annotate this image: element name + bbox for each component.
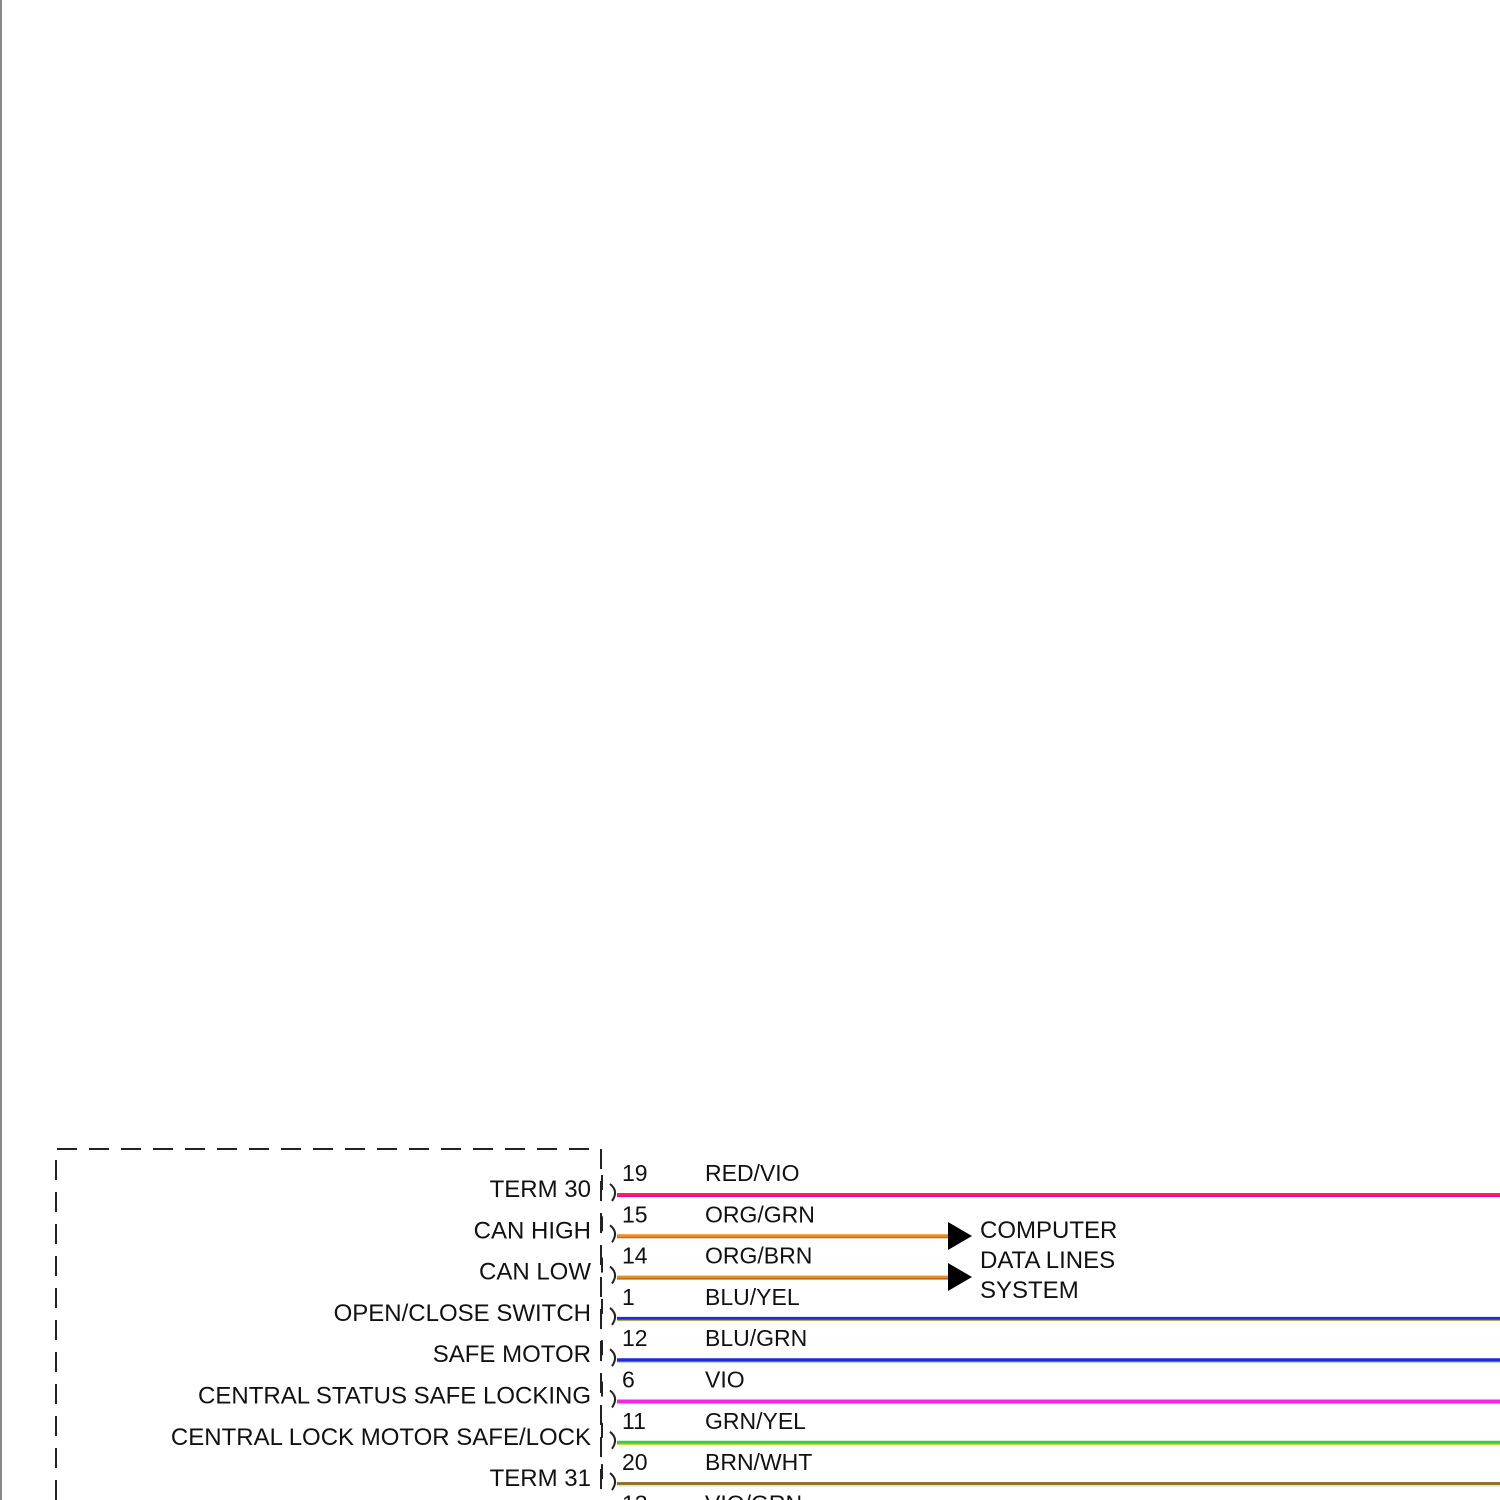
pin-label-central-lock-motor-safe-lock: CENTRAL LOCK MOTOR SAFE/LOCK <box>171 1424 591 1451</box>
connector-bracket-icon <box>609 1348 616 1367</box>
module-boundary <box>55 1148 602 1500</box>
pin-label-open-close-switch: OPEN/CLOSE SWITCH <box>334 1300 591 1327</box>
pin-group: TERM 30 19 RED/VIO CAN HIGH 15 ORG/GRN CAN LOW… <box>171 1160 1500 1500</box>
pin-number: 20 <box>622 1449 648 1475</box>
can-low-arrow-icon <box>948 1263 972 1291</box>
connector-bracket-icon <box>609 1431 616 1450</box>
connector-bracket-icon <box>609 1265 616 1285</box>
connector-bracket-icon <box>609 1389 616 1409</box>
pin-label-safe-motor: SAFE MOTOR <box>433 1341 591 1368</box>
pin-number: 11 <box>622 1408 646 1434</box>
connector-bracket-icon <box>609 1183 616 1202</box>
pin-number: 1 <box>622 1284 635 1310</box>
wire-color-label: VIO <box>705 1367 745 1393</box>
connector-bracket-icon <box>609 1224 616 1243</box>
wire-color-label: RED/VIO <box>705 1160 800 1186</box>
pin-number: 19 <box>622 1160 648 1186</box>
wire-color-label: BLU/YEL <box>705 1284 800 1310</box>
pin-number: 15 <box>622 1201 648 1227</box>
pin-label-can-high: CAN HIGH <box>474 1217 591 1244</box>
connector-bracket-icon <box>609 1307 616 1326</box>
computer-data-lines-label-2: DATA LINES <box>980 1247 1115 1274</box>
wire-color-label: BLU/GRN <box>705 1325 807 1351</box>
pin-label-central-status-safe-locking: CENTRAL STATUS SAFE LOCKING <box>198 1383 591 1410</box>
wire-color-label: ORG/GRN <box>705 1201 815 1227</box>
computer-data-lines-label-1: COMPUTER <box>980 1217 1117 1244</box>
pin-number: 6 <box>622 1367 635 1393</box>
pin-label-term-31: TERM 31 <box>490 1465 591 1492</box>
wire-color-label: GRN/YEL <box>705 1408 806 1434</box>
pin-number: 13 <box>622 1490 648 1500</box>
pin-label-term-30: TERM 30 <box>490 1176 591 1203</box>
can-high-arrow-icon <box>948 1222 972 1250</box>
wire-color-label: VIO/GRN <box>705 1490 802 1500</box>
pin-number: 14 <box>622 1243 648 1269</box>
wire-color-label: ORG/BRN <box>705 1243 812 1269</box>
wire-color-label: BRN/WHT <box>705 1449 812 1475</box>
pin-label-can-low: CAN LOW <box>479 1259 591 1286</box>
computer-data-lines-label-3: SYSTEM <box>980 1277 1079 1304</box>
connector-bracket-icon <box>609 1472 616 1491</box>
pin-number: 12 <box>622 1325 648 1351</box>
